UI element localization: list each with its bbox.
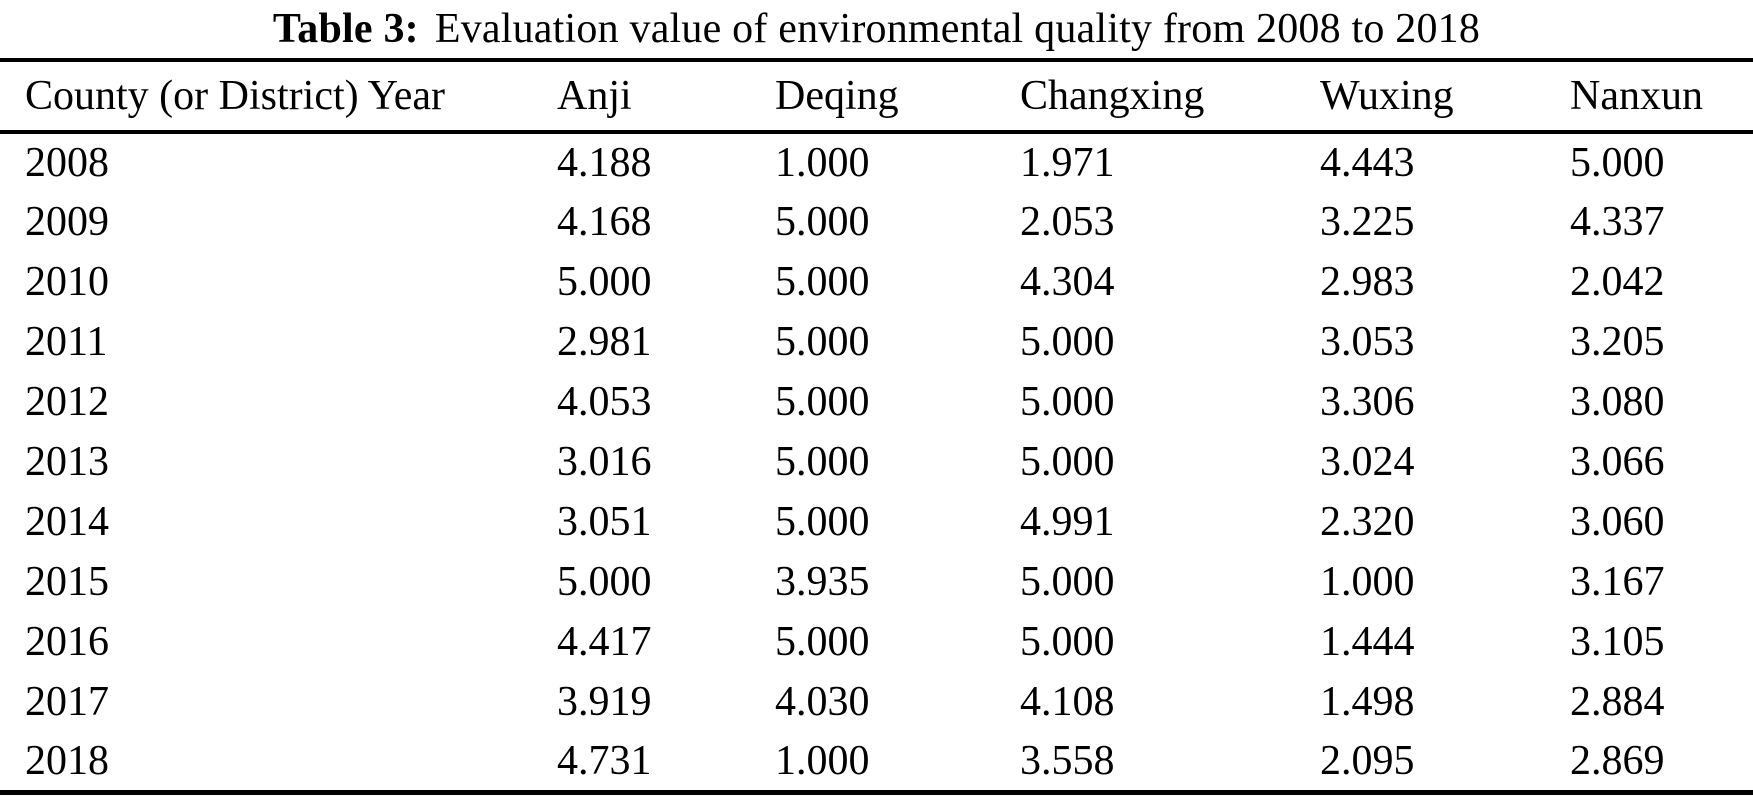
table-row: 2016 4.417 5.000 5.000 1.444 3.105 [0,612,1753,672]
value-cell: 3.558 [1020,737,1115,784]
value-cell: 5.000 [1020,319,1115,365]
value-cell: 2.095 [1320,737,1415,784]
year-cell: 2015 [25,559,109,605]
value-cell: 3.306 [1320,379,1415,425]
value-cell: 1.000 [1320,559,1415,605]
column-header-nanxun: Nanxun [1570,60,1753,134]
value-cell: 3.016 [557,439,652,485]
value-cell: 3.919 [557,679,652,725]
table-row: 2018 4.731 1.000 3.558 2.095 2.869 [0,732,1753,792]
value-cell: 1.000 [775,140,870,186]
value-cell: 4.337 [1570,199,1665,245]
value-cell: 3.225 [1320,199,1415,245]
value-cell: 5.000 [775,499,870,545]
value-cell: 5.000 [775,439,870,485]
column-header-wuxing: Wuxing [1320,60,1570,134]
value-cell: 1.498 [1320,679,1415,725]
value-cell: 3.053 [1320,319,1415,365]
table-body: 2008 4.188 1.000 1.971 4.443 5.000 2009 4.168 5.… [0,132,1753,792]
value-cell: 3.024 [1320,439,1415,485]
value-cell: 3.167 [1570,559,1665,605]
value-cell: 2.869 [1570,737,1665,784]
value-cell: 3.080 [1570,379,1665,425]
value-cell: 2.983 [1320,259,1415,305]
value-cell: 2.981 [557,319,652,365]
value-cell: 1.444 [1320,619,1415,665]
value-cell: 5.000 [1020,559,1115,605]
value-cell: 2.884 [1570,679,1665,725]
value-cell: 5.000 [1570,140,1665,186]
value-cell: 4.417 [557,619,652,665]
value-cell: 5.000 [775,619,870,665]
table-row: 2010 5.000 5.000 4.304 2.983 2.042 [0,252,1753,312]
year-cell: 2017 [25,679,109,725]
year-cell: 2012 [25,379,109,425]
value-cell: 4.053 [557,379,652,425]
value-cell: 3.205 [1570,319,1665,365]
year-cell: 2009 [25,199,109,245]
value-cell: 5.000 [1020,379,1115,425]
value-cell: 4.991 [1020,499,1115,545]
table-row: 2014 3.051 5.000 4.991 2.320 3.060 [0,492,1753,552]
table-row: 2015 5.000 3.935 5.000 1.000 3.167 [0,552,1753,612]
evaluation-table: County (or District) Year Anji Deqing Ch… [0,58,1753,795]
value-cell: 4.188 [557,140,652,186]
value-cell: 5.000 [775,379,870,425]
table-row: 2009 4.168 5.000 2.053 3.225 4.337 [0,192,1753,252]
column-header-year: County (or District) Year [0,60,557,134]
column-header-deqing: Deqing [775,60,1020,134]
value-cell: 5.000 [775,259,870,305]
year-cell: 2018 [25,737,109,784]
value-cell: 2.053 [1020,199,1115,245]
value-cell: 4.030 [775,679,870,725]
year-cell: 2010 [25,259,109,305]
table-caption-text: Evaluation value of environmental qualit… [434,6,1481,52]
year-cell: 2016 [25,619,109,665]
table-caption-label: Table 3: [272,6,419,52]
value-cell: 5.000 [1020,439,1115,485]
table-row: 2017 3.919 4.030 4.108 1.498 2.884 [0,672,1753,732]
year-cell: 2008 [25,140,109,186]
table-row: 2008 4.188 1.000 1.971 4.443 5.000 [0,132,1753,192]
table-row: 2012 4.053 5.000 5.000 3.306 3.080 [0,372,1753,432]
value-cell: 5.000 [557,259,652,305]
value-cell: 3.060 [1570,499,1665,545]
column-header-anji: Anji [557,60,775,134]
value-cell: 3.066 [1570,439,1665,485]
value-cell: 1.000 [775,737,870,784]
table-row: 2011 2.981 5.000 5.000 3.053 3.205 [0,312,1753,372]
value-cell: 4.304 [1020,259,1115,305]
year-cell: 2013 [25,439,109,485]
header-row: County (or District) Year Anji Deqing Ch… [0,60,1753,134]
value-cell: 2.320 [1320,499,1415,545]
year-cell: 2014 [25,499,109,545]
year-cell: 2011 [25,319,108,365]
table-caption: Table 3: Evaluation value of environment… [0,0,1753,58]
value-cell: 3.105 [1570,619,1665,665]
value-cell: 4.168 [557,199,652,245]
value-cell: 3.051 [557,499,652,545]
value-cell: 5.000 [775,319,870,365]
value-cell: 5.000 [1020,619,1115,665]
value-cell: 4.108 [1020,679,1115,725]
value-cell: 3.935 [775,559,870,605]
value-cell: 2.042 [1570,259,1665,305]
value-cell: 5.000 [557,559,652,605]
value-cell: 1.971 [1020,140,1115,186]
value-cell: 4.443 [1320,140,1415,186]
value-cell: 5.000 [775,199,870,245]
table-row: 2013 3.016 5.000 5.000 3.024 3.066 [0,432,1753,492]
column-header-changxing: Changxing [1020,60,1320,134]
value-cell: 4.731 [557,737,652,784]
